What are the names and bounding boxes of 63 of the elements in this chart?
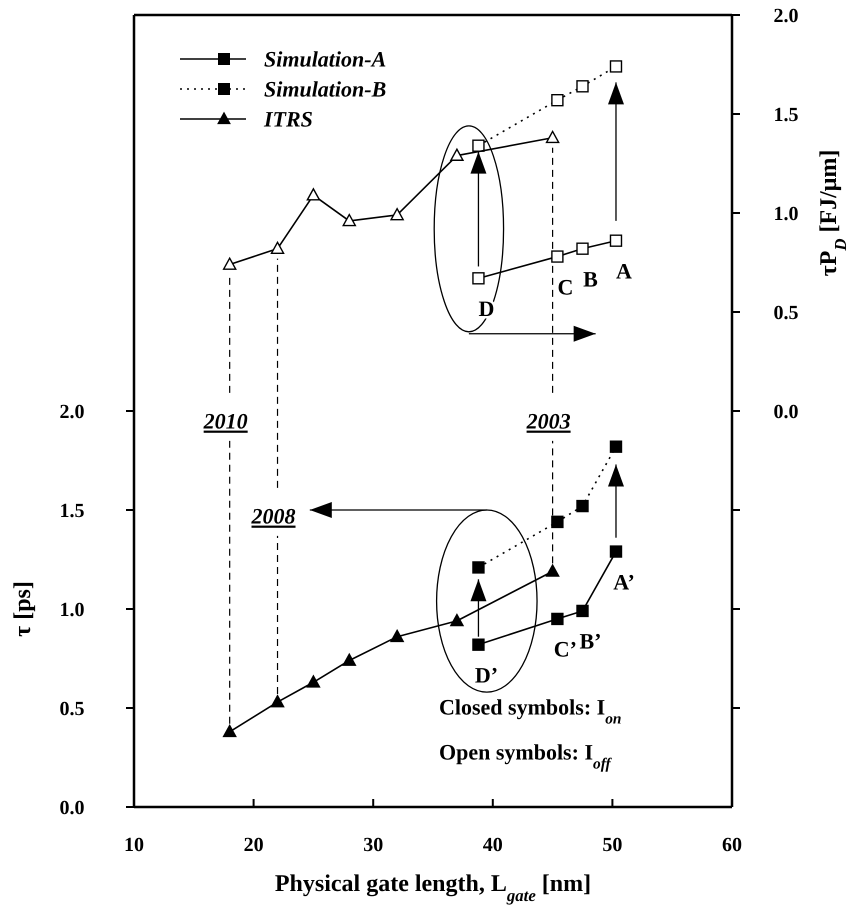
annotation: C bbox=[557, 274, 574, 300]
point bbox=[576, 604, 589, 618]
y-tick-label: 0.0 bbox=[60, 797, 84, 819]
x-tick-label: 10 bbox=[124, 834, 144, 856]
x-tick-label: 40 bbox=[482, 834, 503, 856]
y-tick-label: 0.5 bbox=[60, 698, 84, 720]
point bbox=[551, 94, 564, 106]
legend-label: Simulation-A bbox=[264, 46, 386, 72]
point bbox=[450, 614, 464, 626]
y-axis-title: τ [ps] bbox=[10, 581, 36, 637]
y2-tick-label: 2.0 bbox=[774, 5, 798, 27]
point bbox=[450, 148, 464, 161]
y-tick-label: 1.0 bbox=[60, 599, 84, 621]
x-tick-label: 20 bbox=[244, 834, 264, 856]
x-tick-label: 60 bbox=[722, 834, 742, 856]
point bbox=[576, 500, 589, 512]
point bbox=[342, 653, 356, 666]
x-tick-label: 50 bbox=[602, 834, 622, 856]
y-tick-label: 2.0 bbox=[60, 401, 84, 423]
legend-label: Simulation-B bbox=[264, 76, 386, 102]
annotation: B’ bbox=[580, 628, 602, 654]
point bbox=[610, 545, 622, 558]
x-tick-label: 30 bbox=[363, 834, 384, 856]
point bbox=[551, 612, 564, 626]
point bbox=[472, 139, 485, 152]
point bbox=[610, 440, 622, 453]
annotation: C’ bbox=[554, 636, 577, 662]
point bbox=[472, 638, 485, 651]
point bbox=[222, 724, 236, 738]
annotation: B bbox=[583, 266, 598, 292]
point bbox=[306, 188, 320, 201]
point bbox=[576, 80, 589, 92]
point bbox=[390, 208, 404, 220]
annotation: A bbox=[616, 258, 632, 284]
point bbox=[551, 250, 564, 263]
legend-label: ITRS bbox=[263, 106, 313, 132]
point bbox=[610, 60, 622, 73]
point bbox=[222, 257, 236, 270]
annotation: 2010 bbox=[202, 408, 248, 434]
point bbox=[270, 695, 284, 708]
point bbox=[342, 214, 356, 226]
point bbox=[576, 242, 589, 255]
annotation: Closed symbols: I$_{on}$ bbox=[438, 694, 622, 728]
point bbox=[551, 516, 564, 528]
point bbox=[610, 234, 622, 247]
annotation: 2003 bbox=[526, 408, 571, 434]
point bbox=[546, 564, 560, 577]
y2-tick-label: 0.5 bbox=[774, 302, 798, 324]
annotation: A’ bbox=[613, 569, 635, 594]
point bbox=[472, 272, 485, 285]
point bbox=[306, 675, 320, 688]
y2-tick-label: 1.0 bbox=[774, 203, 798, 225]
point bbox=[390, 630, 404, 642]
x-axis-title: Physical gate length, L$_{gate}$ [nm] bbox=[274, 871, 592, 904]
y2-tick-label: 1.5 bbox=[774, 104, 798, 126]
point bbox=[270, 242, 284, 254]
annotation: 2008 bbox=[250, 504, 296, 529]
annotation: D’ bbox=[474, 662, 498, 688]
y-tick-label: 1.5 bbox=[60, 500, 84, 522]
point bbox=[546, 130, 560, 144]
annotation: Open symbols: I$_{off}$ bbox=[438, 740, 613, 772]
y2-tick-label: 0.0 bbox=[774, 401, 798, 423]
point bbox=[472, 561, 485, 574]
